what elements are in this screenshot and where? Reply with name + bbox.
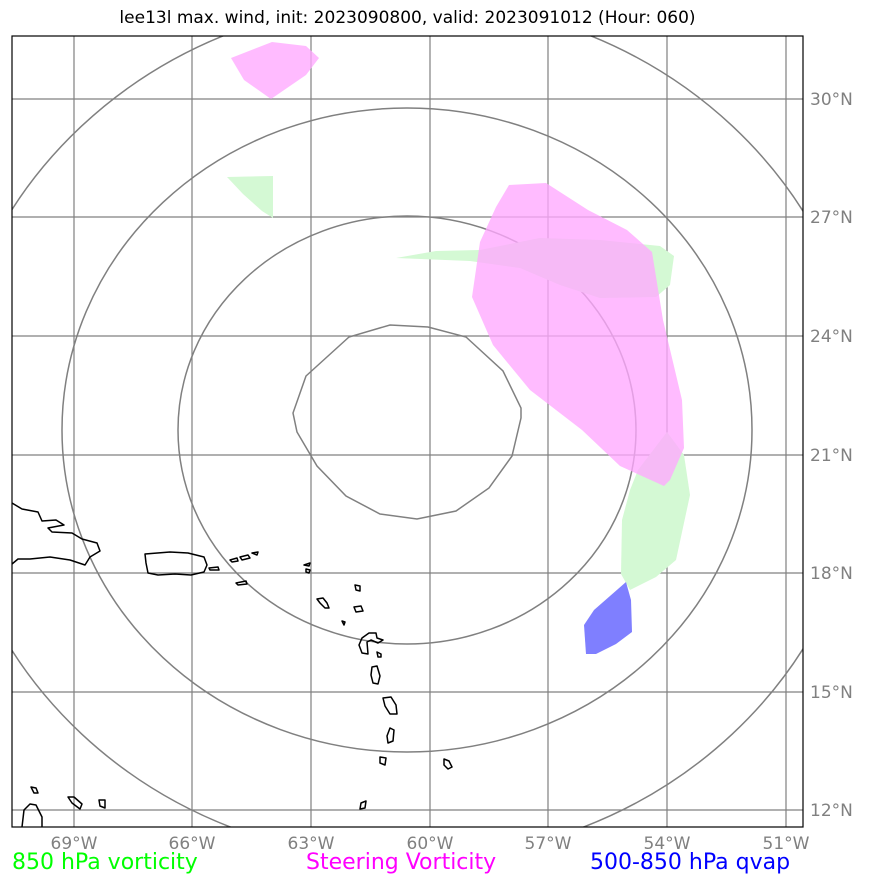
qvap-field (584, 582, 632, 654)
steering-vorticity-region-main (472, 183, 684, 486)
coastline-anguilla (303, 562, 311, 574)
lat-label-27n: 27°N (810, 208, 853, 228)
coastline-tobago (359, 800, 367, 810)
qvap-region (584, 582, 632, 654)
coastline-puerto-rico (144, 551, 208, 576)
range-rings (12, 36, 803, 827)
coastline-virgin-islands (229, 551, 259, 563)
lon-label-66w: 66°W (169, 834, 216, 854)
lon-label-69w: 69°W (51, 834, 98, 854)
lon-label-63w: 63°W (288, 834, 335, 854)
lon-label-57w: 57°W (525, 834, 572, 854)
coastline-venezuela (21, 803, 43, 827)
map-title: lee13l max. wind, init: 2023090800, vali… (119, 8, 696, 28)
legend-500-850-hpa-qvap: 500-850 hPa qvap (590, 850, 791, 875)
lat-label-18n: 18°N (810, 564, 853, 584)
longitude-labels: 69°W 66°W 63°W 60°W 57°W 54°W 51°W (51, 834, 810, 854)
coastline-antigua-area (316, 584, 364, 626)
coastline-barbados (443, 758, 453, 770)
vorticity-850-region-north (227, 176, 273, 218)
range-ring-3 (61, 107, 753, 753)
coastline-hispaniola (12, 502, 101, 566)
legend-850-hpa-vorticity: 850 hPa vorticity (12, 850, 198, 875)
coastline-martinique (370, 665, 381, 685)
steering-vorticity-region-north (231, 42, 319, 99)
map-frame (11, 35, 804, 828)
coastline-vieques (208, 566, 220, 571)
lat-label-15n: 15°N (810, 683, 853, 703)
lat-label-21n: 21°N (810, 446, 853, 466)
coastline-st-croix (235, 580, 248, 586)
coastline-dominica (376, 651, 382, 658)
lat-label-12n: 12°N (810, 801, 853, 821)
lon-label-60w: 60°W (407, 834, 454, 854)
steering-vorticity-field (231, 42, 684, 486)
lat-label-30n: 30°N (810, 90, 853, 110)
coastline-guadeloupe (358, 632, 384, 655)
lat-label-24n: 24°N (810, 327, 853, 347)
coastline-aruba-curacao (30, 786, 106, 810)
latitude-labels: 30°N 27°N 24°N 21°N 18°N 15°N 12°N (810, 90, 853, 821)
range-ring-1 (292, 324, 522, 520)
coastline-st-lucia (382, 696, 398, 715)
graticule (12, 36, 803, 827)
coastline-st-vincent (386, 727, 395, 744)
lon-label-54w: 54°W (644, 834, 691, 854)
lon-label-51w: 51°W (763, 834, 810, 854)
range-ring-4 (12, 36, 803, 827)
coastlines (12, 502, 453, 827)
coastline-grenadines (379, 756, 387, 766)
legend-steering-vorticity: Steering Vorticity (306, 850, 497, 875)
